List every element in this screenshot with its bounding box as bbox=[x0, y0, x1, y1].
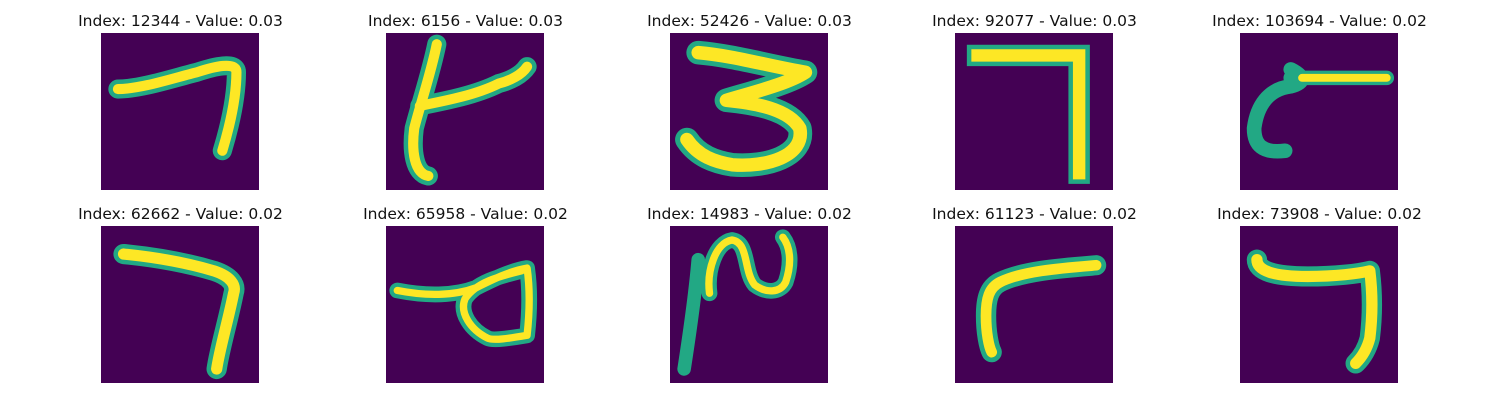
digit-panel-3: Index: 52426 - Value: 0.03 bbox=[607, 11, 892, 196]
digit-panel-1: Index: 12344 - Value: 0.03 bbox=[38, 11, 323, 196]
panel-title: Index: 73908 - Value: 0.02 bbox=[1217, 205, 1422, 223]
digit-panel-9: Index: 61123 - Value: 0.02 bbox=[892, 204, 1177, 389]
digit-image bbox=[1240, 33, 1398, 190]
panel-title: Index: 62662 - Value: 0.02 bbox=[78, 205, 283, 223]
digit-panel-10: Index: 73908 - Value: 0.02 bbox=[1177, 204, 1462, 389]
digit-image bbox=[1240, 226, 1398, 383]
digit-panel-5: Index: 103694 - Value: 0.02 bbox=[1177, 11, 1462, 196]
panel-title: Index: 6156 - Value: 0.03 bbox=[368, 12, 563, 30]
digit-image bbox=[670, 33, 828, 190]
panel-title: Index: 65958 - Value: 0.02 bbox=[363, 205, 568, 223]
digit-image bbox=[101, 226, 259, 383]
digit-image bbox=[386, 33, 544, 190]
panel-title: Index: 92077 - Value: 0.03 bbox=[932, 12, 1137, 30]
digit-image bbox=[101, 33, 259, 190]
digit-image bbox=[670, 226, 828, 383]
digit-panel-4: Index: 92077 - Value: 0.03 bbox=[892, 11, 1177, 196]
panel-title: Index: 52426 - Value: 0.03 bbox=[647, 12, 852, 30]
digit-panel-2: Index: 6156 - Value: 0.03 bbox=[323, 11, 608, 196]
digit-panel-8: Index: 14983 - Value: 0.02 bbox=[607, 204, 892, 389]
digit-image bbox=[955, 33, 1113, 190]
digit-image bbox=[386, 226, 544, 383]
panel-title: Index: 14983 - Value: 0.02 bbox=[647, 205, 852, 223]
digit-panel-6: Index: 62662 - Value: 0.02 bbox=[38, 204, 323, 389]
digit-image bbox=[955, 226, 1113, 383]
panel-title: Index: 103694 - Value: 0.02 bbox=[1212, 12, 1427, 30]
panel-title: Index: 12344 - Value: 0.03 bbox=[78, 12, 283, 30]
digit-panel-7: Index: 65958 - Value: 0.02 bbox=[323, 204, 608, 389]
panel-title: Index: 61123 - Value: 0.02 bbox=[932, 205, 1137, 223]
